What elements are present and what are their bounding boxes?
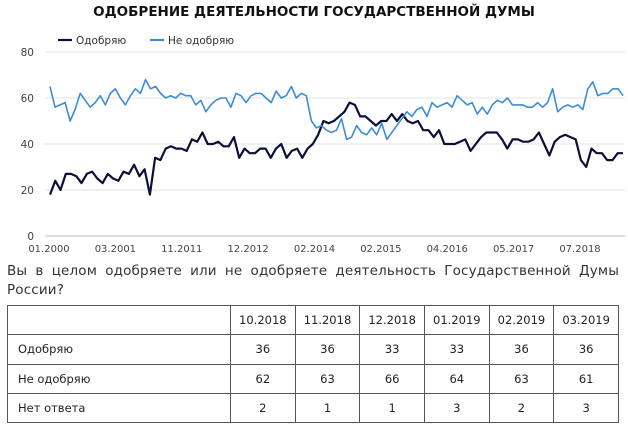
table-cell: 2 <box>230 392 296 424</box>
table-row-label: Одобряю <box>7 334 231 365</box>
line-chart: 0 20 40 60 80 01.2000 03.2001 11.2011 12.2012 02… <box>21 35 625 255</box>
table-cell: 63 <box>294 363 361 394</box>
y-axis-tick-labels: 0 20 40 60 80 <box>21 47 34 243</box>
table-column-header: 02.2019 <box>488 304 555 336</box>
x-tick-label: 03.2001 <box>95 244 136 255</box>
table-cell: 64 <box>423 363 490 394</box>
table-row-label: Нет ответа <box>7 392 231 424</box>
table-cell: 63 <box>488 363 555 394</box>
y-tick-label: 20 <box>21 185 34 197</box>
table-cell: 36 <box>230 334 296 365</box>
y-tick-label: 60 <box>21 93 34 105</box>
table-row: Не одобряю 62 63 66 64 63 61 <box>7 363 619 394</box>
table-cell: 33 <box>359 334 425 365</box>
legend-label: Одобряю <box>76 35 126 47</box>
legend-label: Не одобряю <box>168 35 234 47</box>
table-cell: 2 <box>488 392 555 424</box>
table-header-row: 10.2018 11.2018 12.2018 01.2019 02.2019 … <box>7 304 619 336</box>
x-tick-label: 02.2014 <box>294 244 335 255</box>
table-row: Нет ответа 2 1 1 3 2 3 <box>7 392 619 424</box>
y-tick-label: 40 <box>21 139 34 151</box>
series-line-approve <box>48 101 623 196</box>
table-cell: 36 <box>294 334 361 365</box>
table-cell: 33 <box>423 334 490 365</box>
table-cell: 3 <box>423 392 490 424</box>
table-column-header: 01.2019 <box>423 304 490 336</box>
y-tick-label: 0 <box>27 231 34 243</box>
survey-question: Вы в целом одобряете или не одобряете де… <box>7 263 619 298</box>
x-tick-label: 04.2016 <box>427 244 468 255</box>
x-tick-label: 01.2000 <box>28 244 69 255</box>
table-cell: 62 <box>230 363 296 394</box>
chart-title: ОДОБРЕНИЕ ДЕЯТЕЛЬНОСТИ ГОСУДАРСТВЕННОЙ Д… <box>93 4 535 20</box>
gridlines <box>45 51 625 237</box>
x-tick-label: 12.2012 <box>227 244 268 255</box>
table-column-header: 12.2018 <box>359 304 425 336</box>
table-row-label: Не одобряю <box>7 363 231 394</box>
results-table: 10.2018 11.2018 12.2018 01.2019 02.2019 … <box>7 304 619 424</box>
table-cell: 66 <box>359 363 425 394</box>
series-lines <box>48 78 624 196</box>
y-tick-label: 80 <box>21 47 34 59</box>
table-cell: 3 <box>553 392 619 424</box>
x-tick-label: 11.2011 <box>161 244 202 255</box>
legend: Одобряю Не одобряю <box>58 35 234 47</box>
table-column-header: 11.2018 <box>294 304 361 336</box>
table-cell: 1 <box>294 392 361 424</box>
table-column-header: 10.2018 <box>230 304 296 336</box>
table-cell: 61 <box>553 363 619 394</box>
table-column-header: 03.2019 <box>553 304 619 336</box>
x-tick-label: 07.2018 <box>559 244 600 255</box>
x-tick-label: 02.2015 <box>360 244 401 255</box>
table-cell: 36 <box>553 334 619 365</box>
table-cell: 36 <box>488 334 555 365</box>
series-line-disapprove <box>49 78 624 141</box>
table-row: Одобряю 36 36 33 33 36 36 <box>7 334 619 365</box>
x-tick-label: 05.2017 <box>493 244 534 255</box>
table-cell: 1 <box>359 392 425 424</box>
table-corner-cell <box>7 304 231 336</box>
x-axis-tick-labels: 01.2000 03.2001 11.2011 12.2012 02.2014 02.20… <box>28 244 600 255</box>
